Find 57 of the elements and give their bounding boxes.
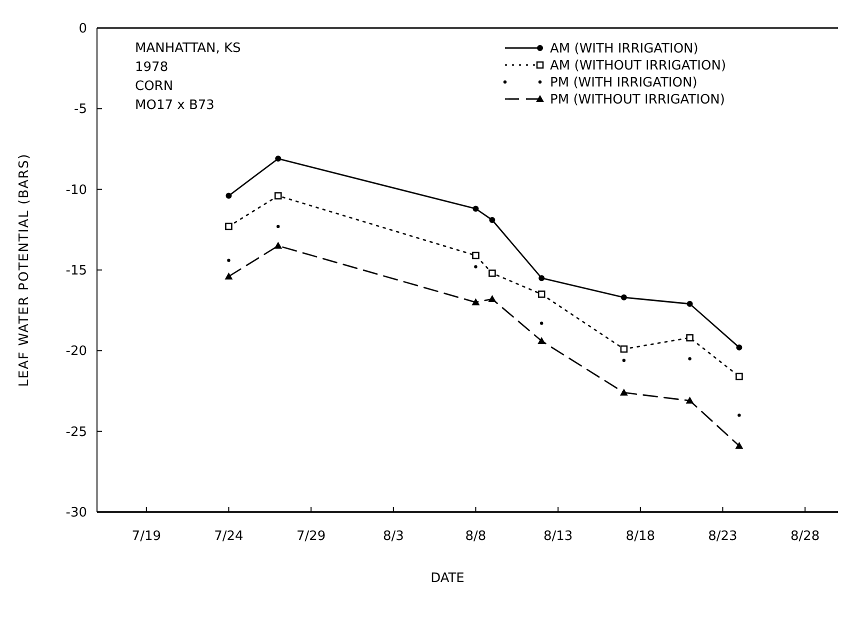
point bbox=[622, 358, 626, 362]
y-tick-label: -15 bbox=[66, 264, 87, 279]
y-tick-label: -5 bbox=[74, 102, 87, 118]
point bbox=[620, 294, 627, 300]
point bbox=[472, 298, 480, 306]
point bbox=[538, 290, 546, 298]
x-tick-label: 8/23 bbox=[708, 529, 738, 544]
annotation: MO17 x B73 bbox=[135, 98, 214, 113]
point bbox=[226, 192, 232, 199]
point bbox=[472, 206, 479, 212]
x-tick-label: 8/13 bbox=[543, 529, 573, 544]
x-tick-label: 8/18 bbox=[626, 529, 655, 544]
point bbox=[540, 322, 544, 325]
y-axis-title: LEAF WATER POTENTIAL (BARS) bbox=[17, 153, 32, 387]
x-tick-label: 7/29 bbox=[296, 529, 326, 544]
annotation: 1978 bbox=[135, 60, 168, 75]
y-tick-label: -30 bbox=[66, 506, 87, 521]
annotation: MANHATTAN, KS bbox=[135, 41, 241, 56]
point bbox=[738, 414, 741, 417]
annotation: CORN bbox=[135, 79, 174, 94]
point bbox=[472, 252, 480, 260]
point bbox=[227, 258, 230, 262]
point bbox=[538, 275, 545, 282]
point bbox=[474, 265, 478, 268]
point bbox=[736, 372, 743, 380]
point bbox=[686, 300, 693, 307]
point bbox=[488, 295, 496, 302]
point bbox=[620, 345, 628, 353]
y-tick-label: -20 bbox=[66, 344, 87, 360]
x-tick-label: 8/28 bbox=[790, 529, 820, 544]
point bbox=[538, 336, 546, 344]
point bbox=[488, 270, 496, 277]
point bbox=[224, 272, 233, 280]
legend-label: AM (WITH IRRIGATION) bbox=[550, 42, 698, 57]
point bbox=[276, 224, 280, 228]
point bbox=[274, 242, 282, 249]
x-axis-title: DATE bbox=[430, 571, 464, 586]
point bbox=[620, 388, 628, 396]
legend-label: PM (WITH IRRIGATION) bbox=[550, 76, 698, 91]
point bbox=[686, 334, 694, 342]
y-tick-label: 0 bbox=[78, 22, 87, 37]
x-tick-label: 8/8 bbox=[465, 529, 486, 544]
y-tick-label: -25 bbox=[66, 424, 87, 440]
point bbox=[489, 216, 496, 223]
y-tick-label: -10 bbox=[66, 182, 87, 198]
x-tick-label: 8/3 bbox=[382, 529, 404, 544]
x-tick-label: 7/24 bbox=[214, 529, 244, 544]
point bbox=[736, 344, 742, 350]
legend-label: PM (WITHOUT IRRIGATION) bbox=[550, 92, 725, 108]
legend-label: AM (WITHOUT IRRIGATION) bbox=[550, 58, 726, 74]
x-tick-label: 7/19 bbox=[132, 529, 161, 544]
point bbox=[274, 192, 282, 200]
point bbox=[688, 357, 692, 360]
point bbox=[735, 442, 744, 449]
point bbox=[686, 396, 694, 404]
point bbox=[225, 222, 232, 230]
point bbox=[275, 156, 282, 162]
